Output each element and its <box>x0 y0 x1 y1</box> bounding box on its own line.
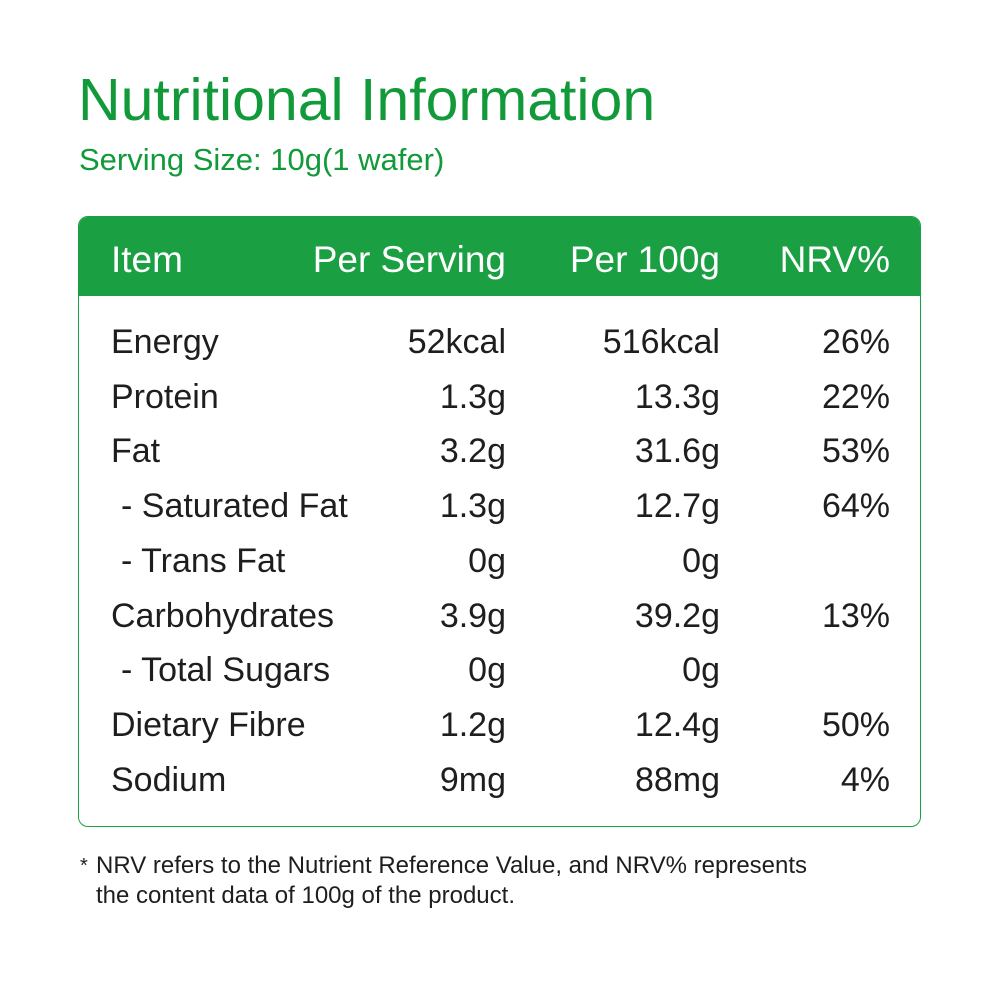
row-label: - Total Sugars <box>121 651 331 690</box>
cell-value: 88mg <box>634 760 720 799</box>
cell-value: 1.2g <box>439 705 506 744</box>
cell-value: 0g <box>468 651 506 690</box>
cell-value: 39.2g <box>634 596 720 635</box>
cell-value: 31.6g <box>634 432 720 471</box>
cell-value: 53% <box>821 432 890 471</box>
cell-value: 1.3g <box>439 377 506 416</box>
cell-value: 4% <box>840 760 890 799</box>
cell-value: 3.9g <box>439 596 506 635</box>
cell-value: 0g <box>682 651 720 690</box>
row-label: Sodium <box>111 760 227 799</box>
cell-value: 12.7g <box>634 487 720 526</box>
cell-value: 13% <box>821 596 890 635</box>
cell-value: 516kcal <box>602 323 720 361</box>
cell-value: 64% <box>821 487 890 526</box>
row-label: Protein <box>111 377 219 416</box>
row-label: Energy <box>111 323 219 361</box>
column-header: Per Serving <box>312 239 506 280</box>
row-label: Carbohydrates <box>111 596 335 635</box>
row-label: - Saturated Fat <box>121 487 348 526</box>
column-header: NRV% <box>779 239 890 280</box>
row-label: - Trans Fat <box>121 541 286 580</box>
cell-value: 1.3g <box>439 487 506 526</box>
column-header: Item <box>111 239 183 280</box>
cell-value: 22% <box>821 377 890 416</box>
table-header-band <box>79 217 920 296</box>
row-label: Fat <box>111 432 161 471</box>
subtitle: Serving Size: 10g(1 wafer) <box>79 142 445 177</box>
cell-value: 13.3g <box>634 377 720 416</box>
cell-value: 3.2g <box>439 432 506 471</box>
footnote-line: the content data of 100g of the product. <box>96 882 515 909</box>
cell-value: 52kcal <box>407 323 506 361</box>
cell-value: 50% <box>821 705 890 744</box>
cell-value: 9mg <box>439 760 506 799</box>
footnote-line: NRV refers to the Nutrient Reference Val… <box>96 852 808 879</box>
table-frame <box>78 216 921 827</box>
footnote-marker: * <box>80 855 88 877</box>
cell-value: 0g <box>468 541 506 580</box>
title: Nutritional Information <box>78 67 656 133</box>
cell-value: 0g <box>682 541 720 580</box>
column-header: Per 100g <box>569 239 720 280</box>
cell-value: 26% <box>821 323 890 361</box>
row-label: Dietary Fibre <box>111 705 306 744</box>
cell-value: 12.4g <box>634 705 720 744</box>
